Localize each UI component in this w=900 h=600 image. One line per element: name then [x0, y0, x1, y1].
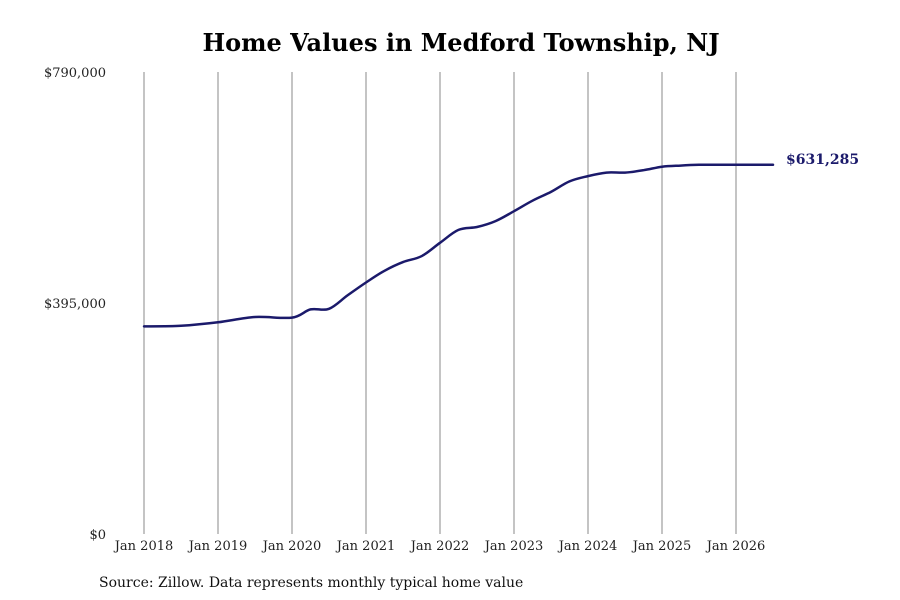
y-tick-label: $395,000	[44, 297, 106, 312]
source-note: Source: Zillow. Data represents monthly …	[99, 575, 523, 591]
y-tick-label: $0	[89, 528, 106, 543]
y-tick-label: $790,000	[44, 66, 106, 81]
series-line	[142, 163, 775, 328]
x-tick-label: Jan 2024	[557, 539, 618, 554]
x-tick-label: Jan 2020	[261, 539, 322, 554]
x-tick-label: Jan 2023	[483, 539, 544, 554]
gridlines	[143, 72, 737, 534]
x-tick-label: Jan 2018	[113, 539, 174, 554]
x-tick-label: Jan 2021	[335, 539, 396, 554]
x-tick-label: Jan 2025	[631, 539, 692, 554]
x-tick-label: Jan 2022	[409, 539, 470, 554]
x-axis-ticks: Jan 2018 Jan 2019 Jan 2020 Jan 2021 Jan 2022…	[113, 539, 766, 554]
end-value-label: $631,285	[786, 152, 859, 168]
y-axis-ticks: $0 $395,000 $790,000	[44, 66, 106, 543]
x-tick-label: Jan 2019	[187, 539, 248, 554]
series-layer	[142, 163, 775, 328]
chart-title: Home Values in Medford Township, NJ	[202, 28, 719, 57]
x-tick-label: Jan 2026	[705, 539, 766, 554]
